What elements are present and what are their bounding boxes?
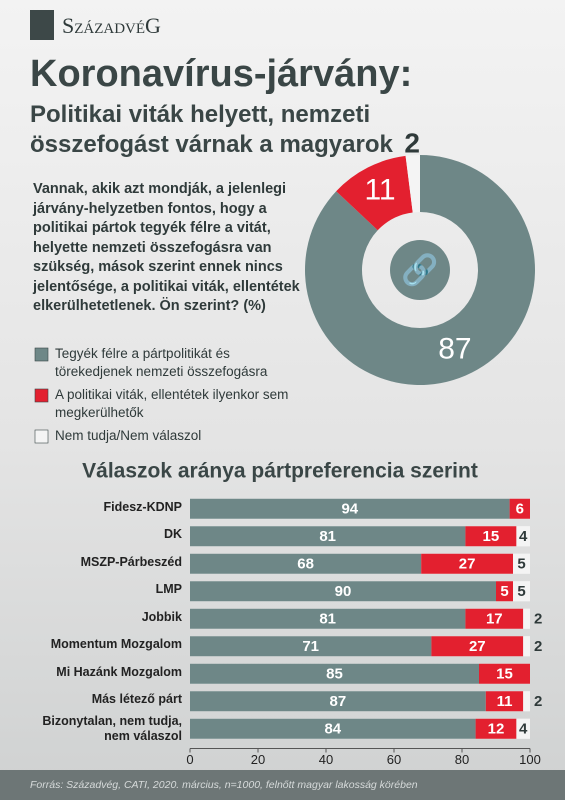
bar-segment xyxy=(190,663,479,684)
bar-segment xyxy=(190,608,466,629)
value-label: 81 xyxy=(319,528,336,545)
value-label: 81 xyxy=(319,611,336,628)
bar-segment xyxy=(465,526,517,547)
bar-chart-title: Válaszok aránya pártpreferencia szerint xyxy=(82,460,478,483)
bar-segment xyxy=(513,581,530,602)
bar-segment xyxy=(190,581,496,602)
category-label: Jobbik xyxy=(141,609,182,624)
value-label: 12 xyxy=(488,721,505,738)
value-label: 17 xyxy=(486,611,503,628)
legend-entry: Tegyék félre a pártpolitikát és törekedj… xyxy=(55,346,268,379)
bar-segment xyxy=(523,608,530,629)
legend-entry: A politikai viták, ellentétek ilyenkor s… xyxy=(55,387,289,420)
brand: SzázadvéG xyxy=(62,13,161,38)
value-label: 4 xyxy=(519,721,528,738)
question: Vannak, akik azt mondják, a jelenlegi já… xyxy=(33,181,300,314)
value-label: 68 xyxy=(297,556,314,573)
category-label: Momentum Mozgalom xyxy=(50,637,182,652)
value-label: 90 xyxy=(335,583,352,600)
value-label: 27 xyxy=(459,556,476,573)
legend-swatch xyxy=(34,388,49,403)
x-tick-label: 100 xyxy=(519,752,541,767)
slice-label: 11 xyxy=(364,174,395,207)
category-label: Mi Hazánk Mozgalom xyxy=(56,664,182,679)
source: Forrás: Századvég, CATI, 2020. március, … xyxy=(30,779,418,791)
x-tick-label: 60 xyxy=(387,752,401,767)
value-label: 6 xyxy=(516,501,524,518)
bar-segment xyxy=(431,636,524,657)
x-tick-label: 20 xyxy=(251,752,265,767)
pie-slice xyxy=(336,155,413,231)
value-label: 5 xyxy=(500,583,508,600)
bar-segment xyxy=(516,718,530,739)
x-tick-label: 40 xyxy=(319,752,333,767)
logo-icon xyxy=(30,10,54,40)
value-label: 5 xyxy=(517,556,525,573)
bar-segment xyxy=(475,718,517,739)
category-label: MSZP-Párbeszéd xyxy=(80,554,182,569)
slice-label: 2 xyxy=(404,128,420,159)
bar-segment xyxy=(190,498,510,519)
center-badge xyxy=(390,240,450,300)
value-label: 4 xyxy=(519,528,528,545)
pie-slice xyxy=(405,155,420,213)
category-label: DK xyxy=(163,527,182,542)
category-label: Más létező párt xyxy=(91,692,182,707)
value-label: 71 xyxy=(302,638,319,655)
bar-segment xyxy=(513,553,530,574)
slice-label: 87 xyxy=(438,333,471,366)
bar-segment xyxy=(190,691,486,712)
source-band xyxy=(0,770,565,800)
value-label: 27 xyxy=(469,638,486,655)
category-label: LMP xyxy=(155,582,182,597)
legend-swatch xyxy=(34,429,49,444)
value-label: 84 xyxy=(324,721,341,738)
bar-segment xyxy=(190,718,476,739)
value-label: 15 xyxy=(496,666,513,683)
value-label: 5 xyxy=(517,583,525,600)
x-tick-label: 0 xyxy=(186,752,193,767)
subtitle: Politikai viták helyett, nemzeti összefo… xyxy=(30,101,393,158)
bar-segment xyxy=(509,498,530,519)
bar-segment xyxy=(479,663,530,684)
bar-segment xyxy=(190,526,466,547)
value-label: 2 xyxy=(534,611,542,628)
bar-segment xyxy=(190,553,422,574)
value-label: 2 xyxy=(534,638,542,655)
title: Koronavírus-járvány: xyxy=(30,53,412,95)
bar-segment xyxy=(523,691,530,712)
center-icon: 🔗 xyxy=(401,251,438,288)
bar-segment xyxy=(190,636,432,657)
pie-slice xyxy=(304,155,535,385)
bar-segment xyxy=(485,691,524,712)
bar-segment xyxy=(496,581,513,602)
legend-swatch xyxy=(34,347,49,362)
value-label: 2 xyxy=(534,693,542,710)
bar-segment xyxy=(421,553,513,574)
category-label: Bizonytalan, nem tudja, nem válaszol xyxy=(42,713,182,743)
bar-segment xyxy=(516,526,530,547)
x-tick-label: 80 xyxy=(455,752,469,767)
value-label: 87 xyxy=(330,693,347,710)
value-label: 11 xyxy=(497,693,513,710)
value-label: 15 xyxy=(483,528,500,545)
value-label: 94 xyxy=(341,501,358,518)
value-label: 85 xyxy=(326,666,343,683)
bar-segment xyxy=(465,608,524,629)
legend-entry: Nem tudja/Nem válaszol xyxy=(55,428,202,443)
category-label: Fidesz-KDNP xyxy=(103,499,182,514)
bar-segment xyxy=(523,636,530,657)
